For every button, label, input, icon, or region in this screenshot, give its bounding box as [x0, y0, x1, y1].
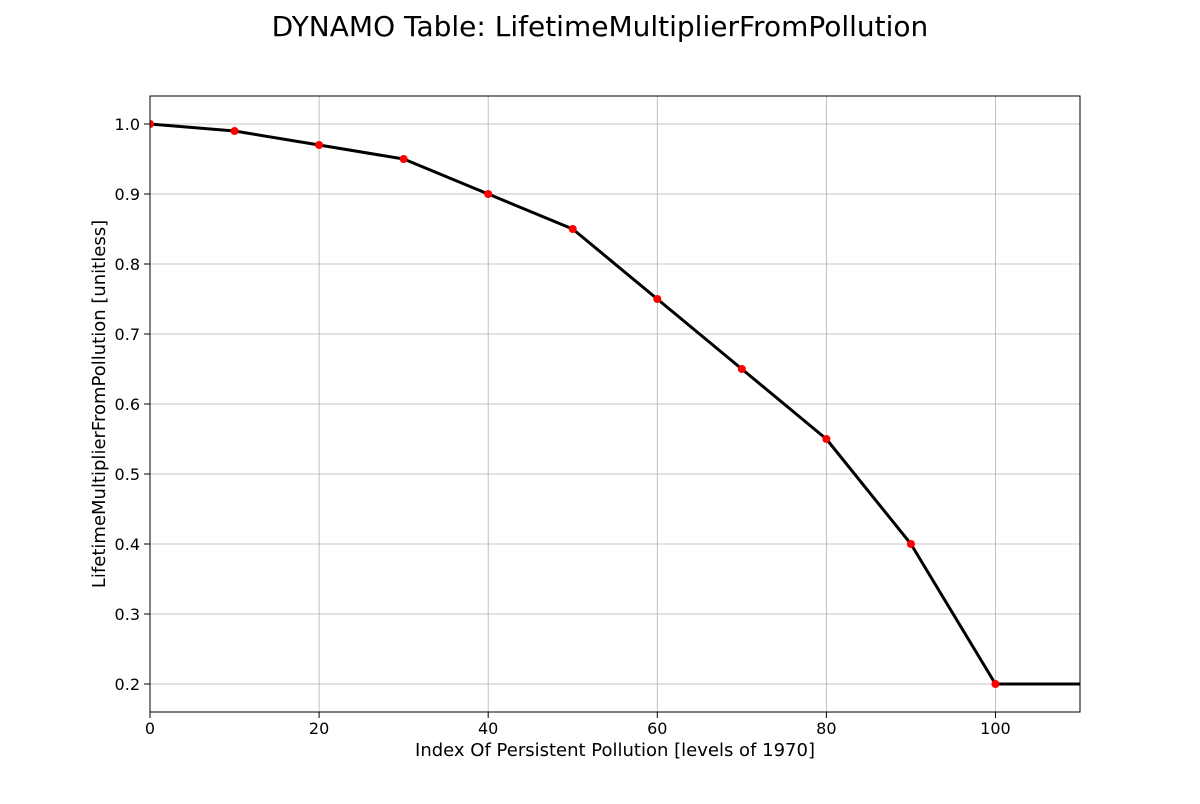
tick-layer: 0 20 40 60 80 100 0.2 0.3 0.4 0.5 0.6 0.7 0.8 0.9 1.0 — [115, 115, 1011, 738]
series-line — [149, 122, 1080, 686]
data-point — [150, 120, 154, 128]
data-point — [484, 190, 493, 198]
y-tick-label: 0.9 — [115, 185, 140, 204]
data-point — [906, 540, 915, 548]
grid-layer — [149, 96, 1080, 712]
data-point — [568, 225, 577, 233]
data-point — [653, 295, 662, 303]
data-point — [230, 127, 239, 135]
line-layer — [149, 122, 1080, 686]
y-tick-label: 0.2 — [115, 675, 140, 694]
point-layer — [150, 120, 1000, 688]
y-tick-label: 1.0 — [115, 115, 140, 134]
x-tick-label: 60 — [647, 719, 667, 738]
y-tick-label: 0.3 — [115, 605, 140, 624]
x-tick-label: 0 — [145, 719, 155, 738]
x-axis-label: Index Of Persistent Pollution [levels of… — [415, 740, 815, 761]
data-point — [822, 435, 831, 443]
x-tick-label: 80 — [816, 719, 836, 738]
y-tick-label: 0.5 — [115, 465, 140, 484]
data-point — [315, 141, 324, 149]
x-tick-label: 40 — [478, 719, 498, 738]
y-tick-label: 0.4 — [115, 535, 140, 554]
y-tick-label: 0.7 — [115, 325, 140, 344]
x-tick-label: 20 — [309, 719, 329, 738]
y-tick-label: 0.6 — [115, 395, 140, 414]
y-tick-label: 0.8 — [115, 255, 140, 274]
y-axis-label: LifetimeMultiplierFromPollution [unitles… — [89, 220, 110, 588]
chart-title: DYNAMO Table: LifetimeMultiplierFromPoll… — [271, 10, 929, 43]
data-point — [991, 680, 1000, 688]
x-tick-label: 100 — [980, 719, 1011, 738]
data-point — [399, 155, 408, 163]
data-point — [737, 365, 746, 373]
